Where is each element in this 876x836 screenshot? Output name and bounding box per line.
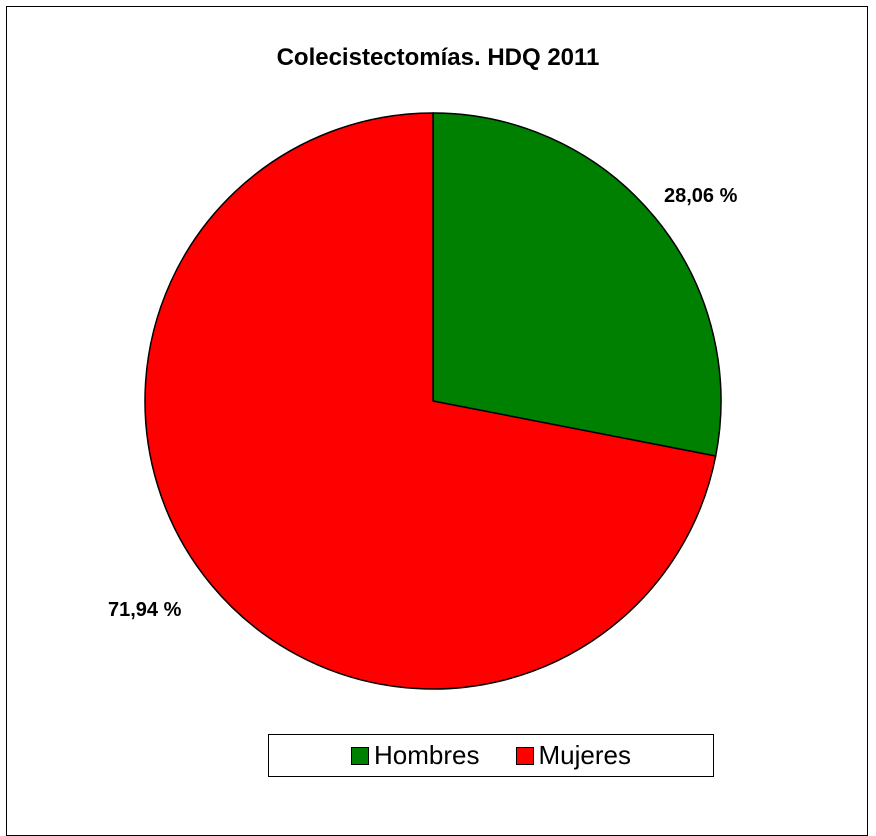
legend-swatch-hombres [351, 746, 370, 765]
legend-item-hombres: Hombres [351, 740, 480, 771]
legend-item-mujeres: Mujeres [515, 740, 631, 771]
legend-label-hombres: Hombres [374, 740, 480, 770]
pie-slice-hombres [432, 112, 722, 457]
slice-label-mujeres: 71,94 % [108, 599, 182, 621]
legend-label-mujeres: Mujeres [538, 740, 631, 770]
legend-swatch-mujeres [515, 746, 534, 765]
chart-title: Colecistectomías. HDQ 2011 [276, 44, 600, 71]
slice-label-hombres: 28,06 % [664, 185, 738, 207]
legend: Hombres Mujeres [268, 734, 714, 777]
pie-slice-mujeres [144, 112, 717, 690]
